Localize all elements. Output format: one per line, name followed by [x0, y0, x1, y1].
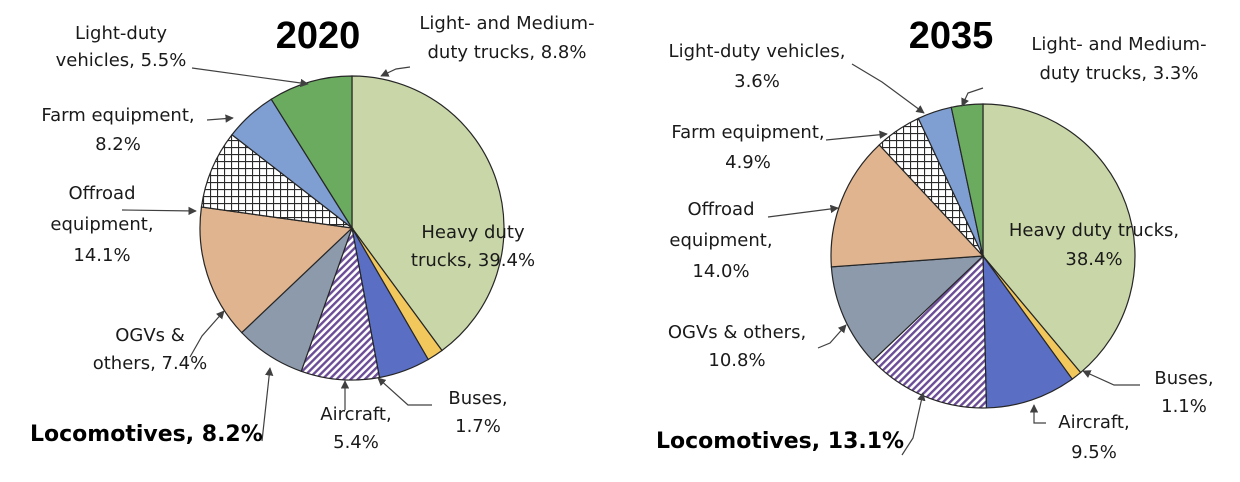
- slice-label-line: Locomotives, 13.1%: [656, 429, 904, 454]
- slice-label-line: Light-duty: [75, 23, 167, 44]
- slice-label-line: 1.7%: [455, 416, 501, 437]
- slice-label-ogv: OGVs & others, 7.4%: [93, 325, 208, 374]
- leader-line-light_duty: [851, 63, 925, 114]
- pie-slice-heavy: [351, 75, 505, 352]
- leader-line-buses: [377, 377, 432, 406]
- slice-label-line: Aircraft,: [320, 404, 391, 425]
- leader-line-buses: [1082, 370, 1140, 386]
- leader-line-offroad: [121, 206, 197, 216]
- slice-label-line: Light- and Medium-: [419, 13, 594, 34]
- slice-label-buses: Buses, 1.7%: [448, 388, 507, 437]
- slice-label-line: OGVs & others,: [668, 322, 806, 343]
- leader-line-light_medium_trucks: [380, 66, 411, 77]
- leader-line-offroad: [767, 204, 839, 218]
- slice-label-line: others, 7.4%: [93, 353, 208, 374]
- slice-label-line: 10.8%: [708, 350, 765, 371]
- slice-label-line: Offroad: [68, 183, 135, 204]
- slice-label-locomotives: Locomotives, 8.2%: [30, 422, 263, 447]
- slice-label-buses: Buses, 1.1%: [1154, 368, 1213, 417]
- slice-label-light_medium_trucks: Light- and Medium-duty trucks, 3.3%: [1031, 34, 1206, 84]
- slice-label-locomotives: Locomotives, 13.1%: [656, 429, 904, 454]
- leader-line-light_duty: [191, 67, 309, 88]
- slice-label-line: Heavy duty trucks,: [1009, 220, 1179, 241]
- pie-chart-2035: 2035 Heavy duty trucks, 38.4% Buses, 1.1% Air…: [656, 15, 1214, 463]
- slice-label-line: Buses,: [1154, 368, 1213, 389]
- slice-label-farm: Farm equipment, 4.9%: [671, 122, 824, 173]
- slice-label-line: Farm equipment,: [671, 122, 824, 143]
- slice-label-line: trucks, 39.4%: [411, 250, 535, 271]
- pie-slice-light_medium_trucks: [270, 75, 353, 231]
- pie-slice-ogv: [830, 255, 985, 362]
- pie-chart-2020: 2020 Heavy duty trucks, 39.4% Buses, 1.7% Air…: [30, 13, 595, 453]
- slice-label-line: 38.4%: [1065, 249, 1122, 270]
- slice-label-line: 9.5%: [1071, 442, 1117, 463]
- slice-label-line: Light- and Medium-: [1031, 34, 1206, 55]
- slice-label-light_duty: Light-duty vehicles, 5.5%: [56, 23, 187, 71]
- slice-label-line: 14.0%: [692, 261, 749, 282]
- pie-slice-offroad: [830, 144, 985, 268]
- slice-label-line: Buses,: [448, 388, 507, 409]
- chart-title: 2020: [276, 15, 361, 57]
- chart-title: 2035: [909, 15, 994, 57]
- leader-line-light_medium_trucks: [961, 87, 984, 107]
- leader-line-ogv: [817, 324, 847, 349]
- slice-label-line: Light-duty vehicles,: [669, 41, 846, 62]
- leader-line-locomotives: [901, 392, 926, 456]
- slice-label-line: 8.2%: [95, 134, 141, 155]
- pie-slice-offroad: [199, 206, 354, 334]
- pie-slice-aircraft: [982, 254, 1074, 409]
- slice-label-line: Offroad: [687, 199, 754, 220]
- slice-label-line: Locomotives, 8.2%: [30, 422, 263, 447]
- slice-label-aircraft: Aircraft, 5.4%: [320, 404, 391, 453]
- leader-line-aircraft: [1029, 404, 1046, 424]
- leader-line-farm: [206, 114, 234, 123]
- slice-label-line: equipment,: [669, 230, 772, 251]
- slice-label-light_duty: Light-duty vehicles, 3.6%: [669, 41, 846, 92]
- slice-label-line: Farm equipment,: [41, 105, 194, 126]
- slice-label-ogv: OGVs & others, 10.8%: [668, 322, 806, 371]
- leader-line-farm: [825, 130, 888, 141]
- slice-label-line: vehicles, 5.5%: [56, 50, 187, 71]
- slice-label-heavy: Heavy duty trucks, 38.4%: [1009, 220, 1179, 270]
- slice-label-light_medium_trucks: Light- and Medium-duty trucks, 8.8%: [419, 13, 594, 63]
- slice-label-offroad: Offroad equipment, 14.1%: [50, 183, 153, 266]
- leader-line-ogv: [189, 310, 225, 358]
- pie-slice-heavy: [982, 103, 1136, 374]
- slice-label-aircraft: Aircraft, 9.5%: [1058, 412, 1129, 463]
- slice-label-line: 14.1%: [73, 245, 130, 266]
- slice-label-line: 5.4%: [333, 432, 379, 453]
- slice-label-line: OGVs &: [115, 325, 185, 346]
- slice-label-line: duty trucks, 8.8%: [427, 42, 586, 63]
- slice-label-line: equipment,: [50, 214, 153, 235]
- slice-label-offroad: Offroad equipment, 14.0%: [669, 199, 772, 282]
- slice-label-heavy: Heavy duty trucks, 39.4%: [411, 222, 535, 271]
- slice-label-line: 4.9%: [725, 152, 771, 173]
- slice-label-line: Heavy duty: [421, 222, 525, 243]
- slice-label-farm: Farm equipment, 8.2%: [41, 105, 194, 155]
- leader-line-locomotives: [261, 367, 274, 442]
- slice-label-line: Aircraft,: [1058, 412, 1129, 433]
- slice-label-line: 3.6%: [734, 71, 780, 92]
- slice-label-line: duty trucks, 3.3%: [1039, 63, 1198, 84]
- slice-label-line: 1.1%: [1161, 396, 1207, 417]
